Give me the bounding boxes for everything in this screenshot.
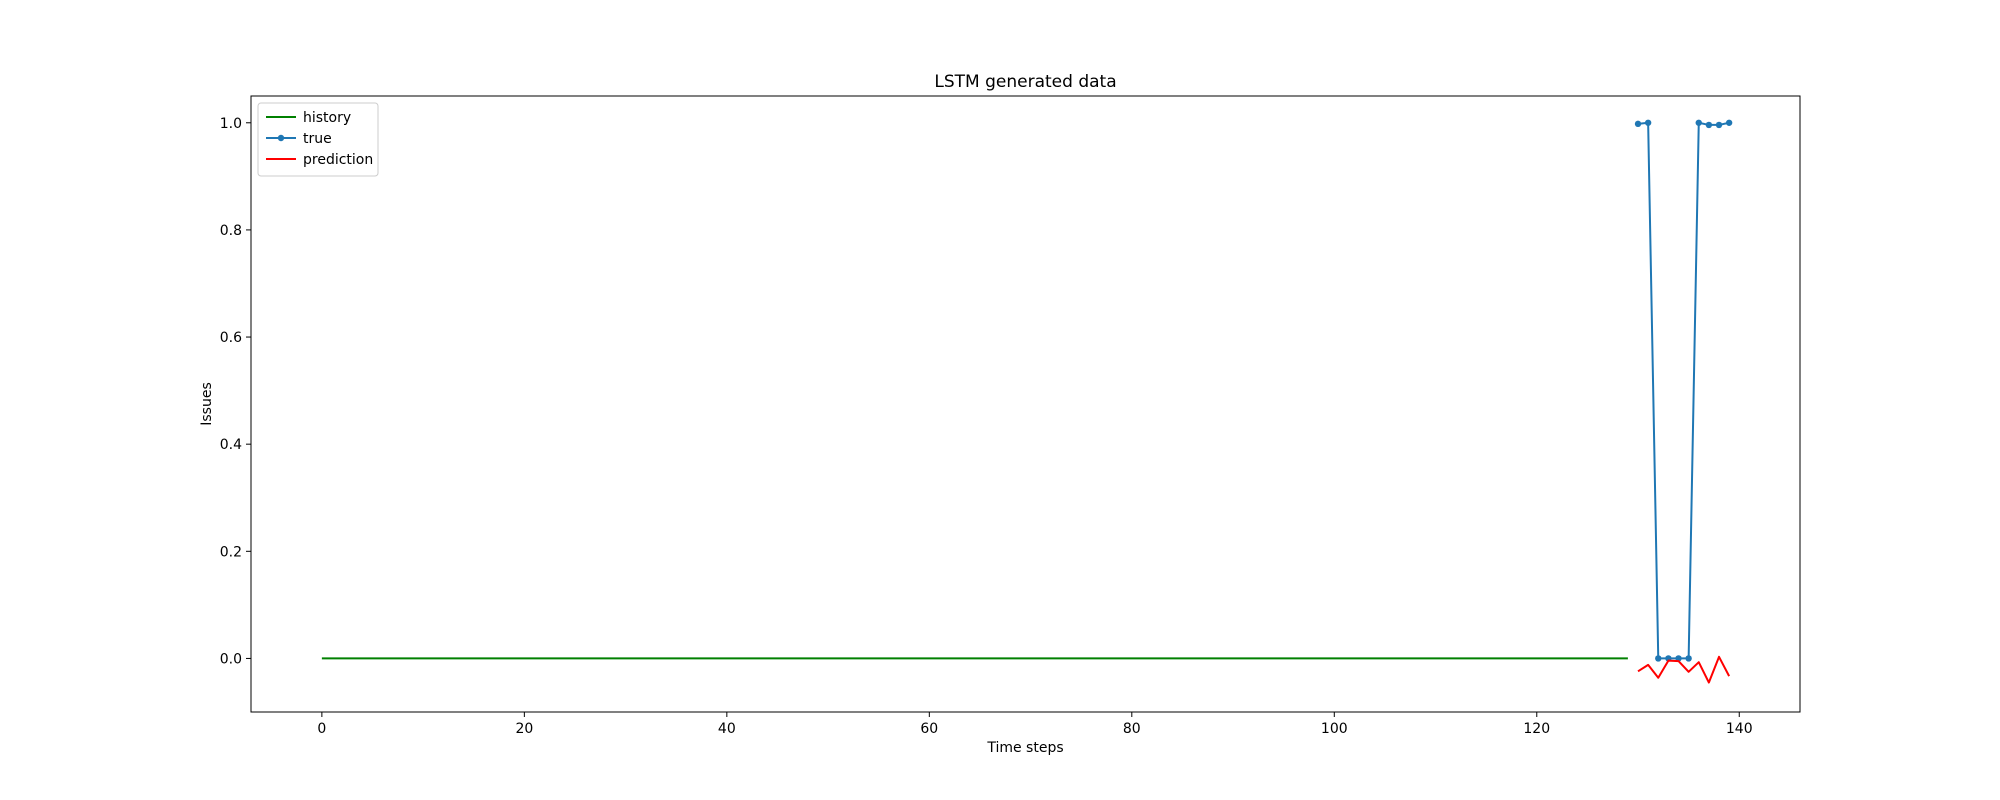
data-point-true: [1705, 121, 1713, 129]
x-tick-label: 0: [317, 721, 326, 737]
x-tick-label: 60: [920, 721, 938, 737]
x-tick-label: 120: [1523, 721, 1550, 737]
x-axis: 0 20 40 60 80 100 120 140: [317, 712, 1753, 737]
series-line-true: [1637, 121, 1730, 660]
chart-title: LSTM generated data: [934, 72, 1116, 92]
series-true: [1634, 119, 1733, 662]
data-point-true: [1685, 655, 1692, 662]
data-point-true: [1655, 655, 1662, 662]
data-point-true: [1634, 120, 1642, 128]
y-tick-label: 0.6: [220, 330, 242, 346]
legend: history true prediction: [257, 102, 379, 177]
x-tick-label: 40: [718, 721, 736, 737]
y-tick-label: 0.8: [220, 223, 242, 239]
data-point-true: [1695, 119, 1702, 126]
legend-marker-true: [277, 134, 285, 142]
x-axis-label: Time steps: [986, 740, 1063, 756]
y-tick-label: 0.4: [220, 437, 242, 453]
y-tick-label: 1.0: [220, 116, 242, 132]
plot-area: [250, 95, 1801, 713]
data-point-true: [1715, 121, 1723, 129]
y-axis-label: Issues: [199, 382, 215, 426]
y-axis: 0.0 0.2 0.4 0.6 0.8 1.0: [220, 116, 251, 667]
x-tick-label: 80: [1123, 721, 1141, 737]
x-tick-label: 140: [1726, 721, 1753, 737]
legend-box: [257, 102, 379, 177]
data-point-true: [1644, 119, 1652, 126]
data-point-true: [1725, 119, 1733, 126]
series-prediction: [1637, 655, 1731, 684]
legend-label-prediction: prediction: [303, 152, 373, 168]
series-line-prediction: [1637, 655, 1731, 684]
x-tick-label: 100: [1321, 721, 1348, 737]
legend-label-history: history: [303, 110, 351, 126]
y-tick-label: 0.0: [220, 651, 242, 667]
axes-frame: [250, 95, 1801, 713]
x-tick-label: 20: [515, 721, 533, 737]
legend-label-true: true: [303, 131, 332, 147]
y-tick-label: 0.2: [220, 544, 242, 560]
